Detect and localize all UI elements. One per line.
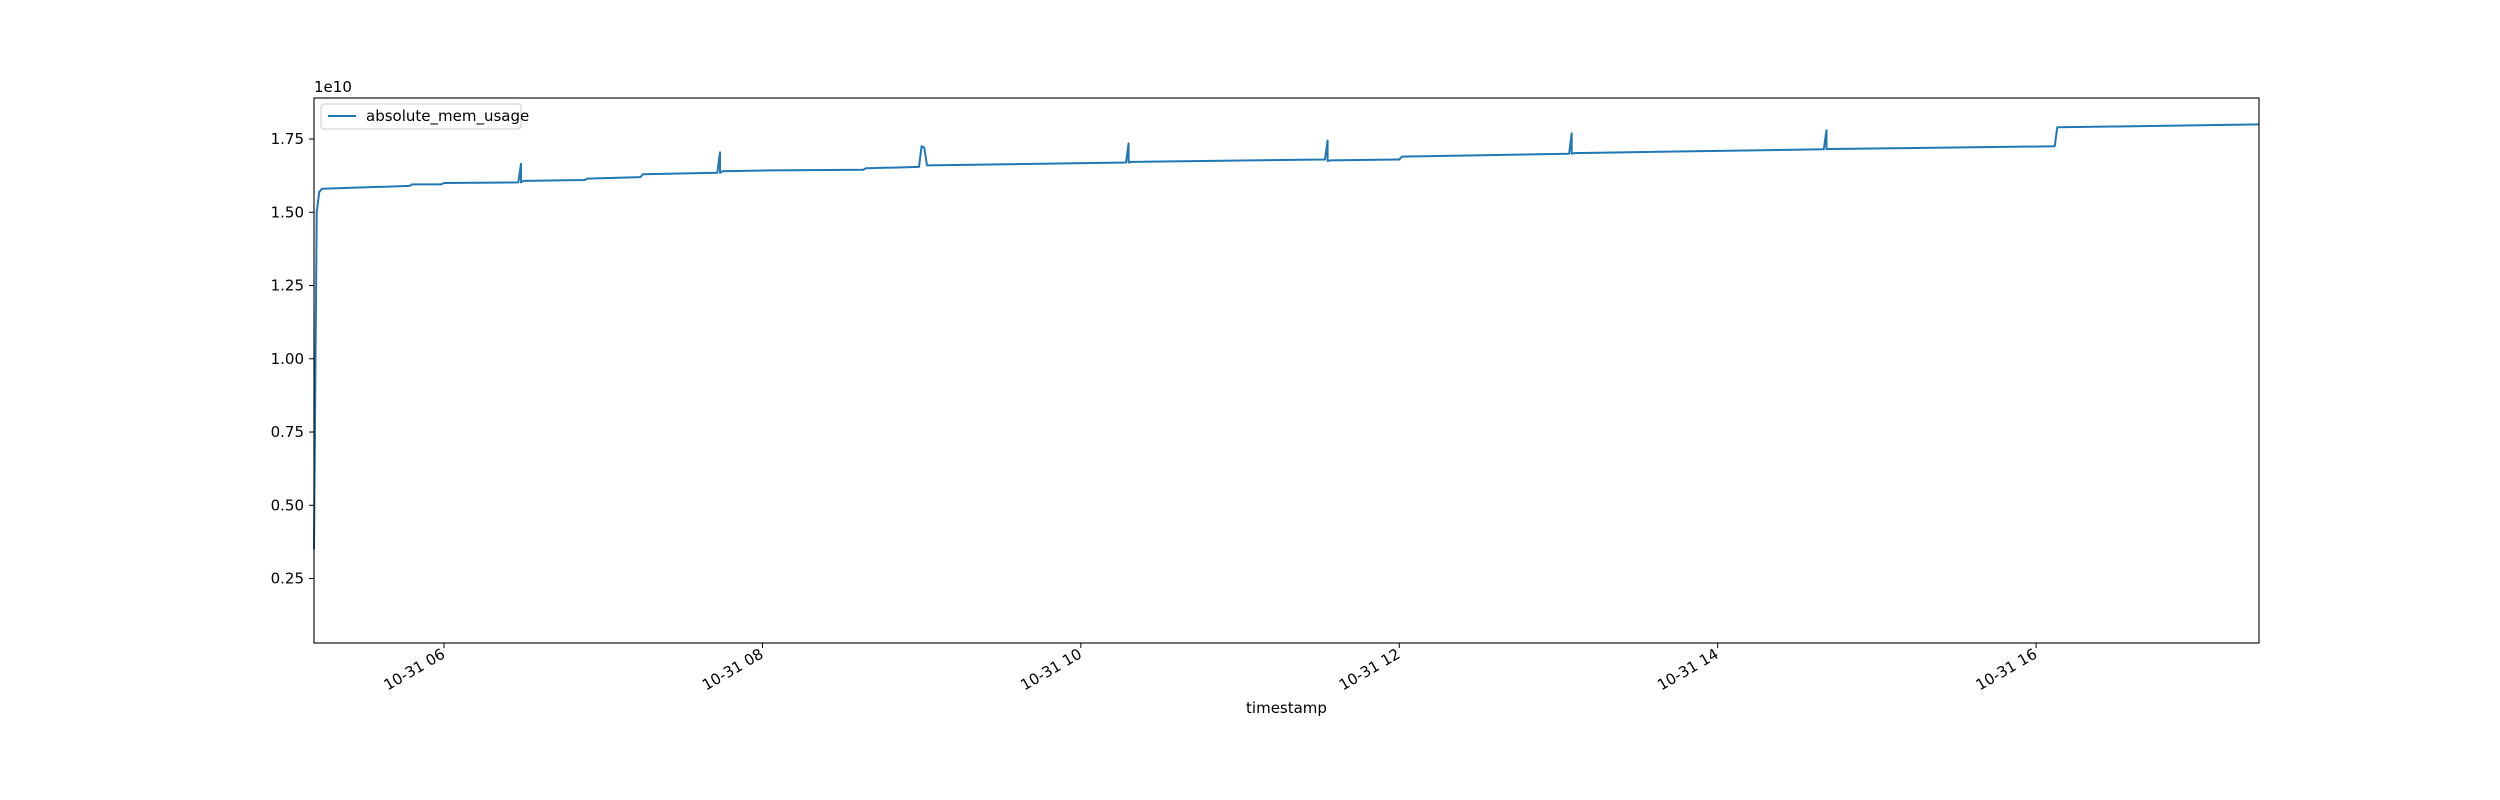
y-tick-label: 1.25	[271, 277, 304, 295]
y-tick-label: 1.00	[271, 350, 304, 368]
x-tick-label: 10-31 06	[381, 645, 448, 694]
x-tick-label: 10-31 14	[1654, 645, 1721, 694]
y-tick-label: 1.50	[271, 203, 304, 221]
plot-frame	[313, 97, 2260, 644]
y-axis: 0.25 0.50 0.75 1.00 1.25 1.50 1.75	[271, 130, 314, 588]
y-tick-label: 0.75	[271, 423, 304, 441]
x-axis: 10-31 06 10-31 08 10-31 10 10-31 12 10-31 14…	[381, 643, 2040, 694]
x-tick-label: 10-31 16	[1973, 645, 2040, 694]
x-tick-label: 10-31 10	[1017, 645, 1084, 694]
y-tick-label: 0.50	[271, 496, 304, 514]
legend-box	[320, 103, 522, 130]
x-tick-label: 10-31 12	[1336, 645, 1403, 694]
x-tick-label: 10-31 08	[699, 645, 766, 694]
legend-label: absolute_mem_usage	[366, 107, 529, 126]
series-line-absolute_mem_usage	[313, 123, 2260, 550]
series-layer	[313, 123, 2260, 550]
y-offset-label: 1e10	[314, 78, 352, 96]
legend: absolute_mem_usage	[320, 103, 529, 130]
y-tick-label: 0.25	[271, 570, 304, 588]
x-axis-label: timestamp	[1246, 699, 1327, 717]
y-tick-label: 1.75	[271, 130, 304, 148]
